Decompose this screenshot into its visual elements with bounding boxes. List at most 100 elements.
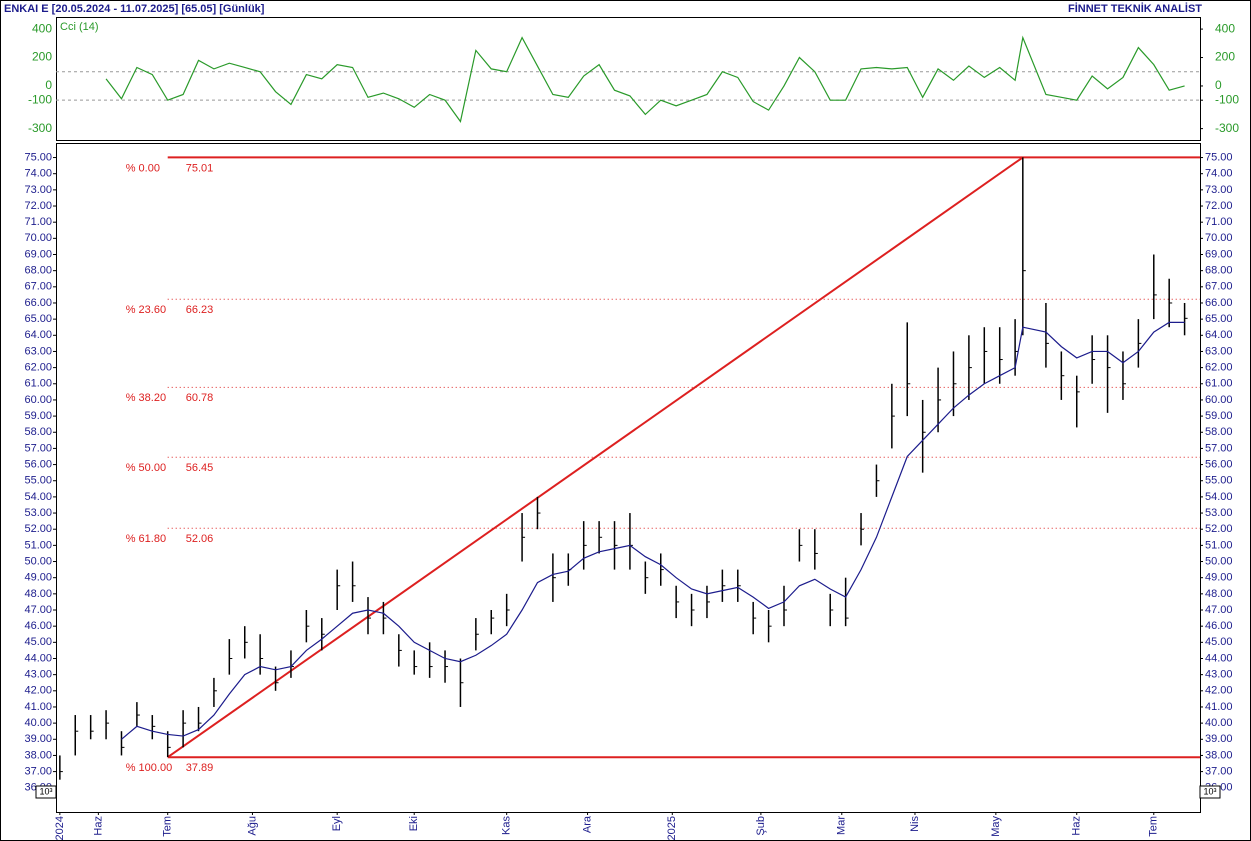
y-tick-label: 49.00 xyxy=(24,572,52,584)
y-tick-label: 62.00 xyxy=(1205,362,1233,374)
y-tick-label: 54.00 xyxy=(1205,491,1233,503)
x-tick-label: Haz xyxy=(1071,816,1083,836)
fib-label: % 61.80 xyxy=(126,533,166,545)
line xyxy=(105,35,1185,123)
y-tick-label: 65.00 xyxy=(24,313,52,325)
y-tick-label: 42.00 xyxy=(1205,685,1233,697)
fib-label: % 0.00 xyxy=(126,162,160,174)
y-tick-label: -300 xyxy=(28,121,52,135)
y-tick-label: 38.00 xyxy=(1205,749,1233,761)
y-tick-label: 52.00 xyxy=(24,523,52,535)
y-tick-label: 58.00 xyxy=(24,426,52,438)
y-tick-label: 53.00 xyxy=(1205,507,1233,519)
y-tick-label: 69.00 xyxy=(24,248,52,260)
x-tick-label: Tem xyxy=(1148,816,1160,837)
y-tick-label: 62.00 xyxy=(24,362,52,374)
cci-panel xyxy=(56,17,1201,141)
y-tick-label: 73.00 xyxy=(1205,184,1233,196)
y-tick-label: 48.00 xyxy=(24,588,52,600)
y-tick-label: 39.00 xyxy=(1205,733,1233,745)
x-tick-label: 2025 xyxy=(666,816,678,840)
fib-label: % 50.00 xyxy=(126,462,166,474)
y-tick-label: 44.00 xyxy=(24,652,52,664)
y-tick-label: -100 xyxy=(1215,92,1239,106)
y-tick-label: 64.00 xyxy=(1205,329,1233,341)
fib-price: 60.78 xyxy=(186,392,214,404)
y-tick-label: 0 xyxy=(1215,78,1222,92)
x-tick-label: Haz xyxy=(92,816,104,836)
line xyxy=(121,321,1185,740)
y-tick-label: 60.00 xyxy=(24,394,52,406)
y-tick-label: 38.00 xyxy=(24,749,52,761)
y-tick-label: 39.00 xyxy=(24,733,52,745)
y-tick-label: 61.00 xyxy=(24,378,52,390)
scale-note: 10³ xyxy=(39,786,52,796)
y-tick-label: 37.00 xyxy=(24,766,52,778)
x-tick-label: Kas xyxy=(501,816,513,835)
y-tick-label: 57.00 xyxy=(24,442,52,454)
y-tick-label: 0 xyxy=(45,78,52,92)
y-tick-label: 61.00 xyxy=(1205,378,1233,390)
x-tick-label: Ara xyxy=(581,815,593,833)
y-tick-label: 51.00 xyxy=(24,539,52,551)
y-tick-label: 200 xyxy=(32,50,52,64)
y-tick-label: 68.00 xyxy=(1205,265,1233,277)
y-tick-label: 67.00 xyxy=(1205,281,1233,293)
y-tick-label: 44.00 xyxy=(1205,652,1233,664)
y-tick-label: 51.00 xyxy=(1205,539,1233,551)
y-tick-label: 69.00 xyxy=(1205,248,1233,260)
y-tick-label: 400 xyxy=(1215,21,1235,35)
price-panel xyxy=(56,143,1201,813)
y-tick-label: 47.00 xyxy=(1205,604,1233,616)
x-tick-label: Tem xyxy=(162,816,174,837)
x-tick-label: Ağu xyxy=(246,816,258,836)
y-tick-label: 59.00 xyxy=(1205,410,1233,422)
y-tick-label: 48.00 xyxy=(1205,588,1233,600)
y-tick-label: 42.00 xyxy=(24,685,52,697)
y-tick-label: 70.00 xyxy=(24,232,52,244)
y-tick-label: 56.00 xyxy=(1205,458,1233,470)
y-tick-label: 55.00 xyxy=(1205,475,1233,487)
y-tick-label: 63.00 xyxy=(24,345,52,357)
y-tick-label: 63.00 xyxy=(1205,345,1233,357)
y-tick-label: 59.00 xyxy=(24,410,52,422)
y-tick-label: 72.00 xyxy=(24,200,52,212)
y-tick-label: 71.00 xyxy=(1205,216,1233,228)
y-tick-label: 65.00 xyxy=(1205,313,1233,325)
fib-price: 56.45 xyxy=(186,462,214,474)
y-tick-label: 45.00 xyxy=(1205,636,1233,648)
y-tick-label: 74.00 xyxy=(1205,168,1233,180)
y-tick-label: -300 xyxy=(1215,121,1239,135)
y-tick-label: 66.00 xyxy=(1205,297,1233,309)
y-tick-label: 67.00 xyxy=(24,281,52,293)
y-tick-label: 68.00 xyxy=(24,265,52,277)
x-tick-label: Eyl xyxy=(331,816,343,831)
y-tick-label: 40.00 xyxy=(24,717,52,729)
y-tick-label: 400 xyxy=(32,21,52,35)
y-tick-label: 60.00 xyxy=(1205,394,1233,406)
y-tick-label: 46.00 xyxy=(1205,620,1233,632)
scale-box xyxy=(35,785,57,799)
y-tick-label: 55.00 xyxy=(24,475,52,487)
cci-title: Cci (14) xyxy=(60,21,99,33)
header-brand: FİNNET TEKNİK ANALİST xyxy=(1068,2,1202,15)
fib-label: % 38.20 xyxy=(126,392,166,404)
fib-price: 52.06 xyxy=(186,533,214,545)
x-tick-label: Nis xyxy=(909,816,921,832)
fib-price: 37.89 xyxy=(186,762,214,774)
y-tick-label: 52.00 xyxy=(1205,523,1233,535)
y-tick-label: 43.00 xyxy=(24,669,52,681)
y-tick-label: 58.00 xyxy=(1205,426,1233,438)
y-tick-label: 64.00 xyxy=(24,329,52,341)
y-tick-label: 54.00 xyxy=(24,491,52,503)
y-tick-label: 71.00 xyxy=(24,216,52,228)
scale-box xyxy=(1199,785,1221,799)
y-tick-label: 37.00 xyxy=(1205,766,1233,778)
y-tick-label: 53.00 xyxy=(24,507,52,519)
y-tick-label: 70.00 xyxy=(1205,232,1233,244)
trend-line xyxy=(167,156,1024,759)
x-tick-label: May xyxy=(990,816,1002,837)
fib-label: % 100.00 xyxy=(126,762,172,774)
